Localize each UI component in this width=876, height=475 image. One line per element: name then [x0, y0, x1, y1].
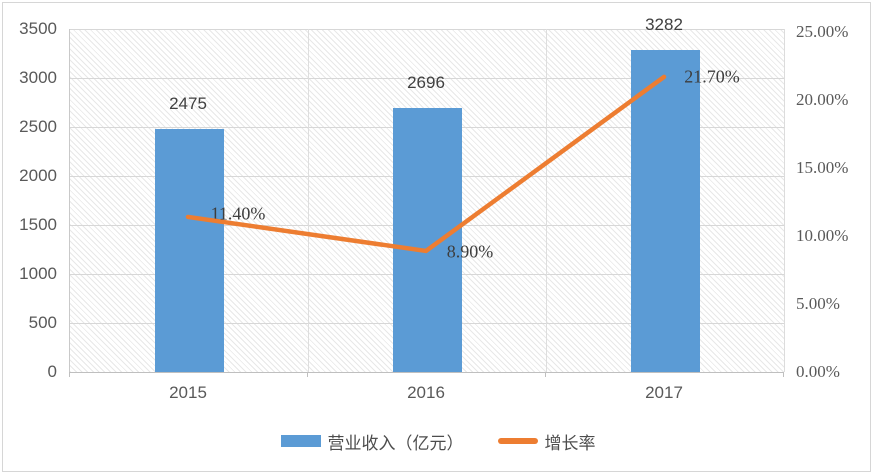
x-axis-tick — [307, 373, 308, 377]
category-label: 2015 — [169, 383, 207, 402]
left-axis-tick-label: 2500 — [19, 117, 57, 136]
gridline-v — [546, 29, 547, 372]
legend-item-revenue: 营业收入（亿元） — [280, 429, 464, 454]
legend-label-revenue: 营业收入（亿元） — [327, 433, 464, 453]
x-axis-tick — [69, 373, 70, 377]
bar-data-label: 2475 — [169, 94, 207, 114]
line-data-label: 11.40% — [210, 203, 266, 224]
line-swatch-icon — [497, 438, 538, 444]
line-data-label: 8.90% — [446, 241, 494, 262]
line-data-label: 21.70% — [684, 66, 740, 87]
legend: 营业收入（亿元） 增长率 — [0, 428, 876, 454]
x-axis-tick — [783, 373, 784, 377]
revenue-bar — [392, 107, 462, 372]
left-axis-tick-label: 1000 — [19, 264, 57, 283]
left-axis-tick-label: 0 — [47, 362, 57, 381]
category-label: 2017 — [645, 383, 683, 402]
left-axis-tick-label: 1500 — [19, 215, 57, 234]
right-axis-tick-label: 5.00% — [796, 294, 840, 313]
revenue-bar — [154, 129, 224, 372]
legend-item-growth-rate: 增长率 — [497, 429, 596, 454]
x-axis-line — [69, 372, 784, 373]
x-axis-tick — [545, 373, 546, 377]
category-label: 2016 — [407, 383, 445, 402]
left-axis-tick-label: 2000 — [19, 166, 57, 185]
bar-data-label: 2696 — [407, 72, 445, 92]
gridline-h — [70, 29, 784, 30]
bar-swatch-icon — [280, 435, 321, 447]
left-axis-tick-label: 3000 — [19, 68, 57, 87]
gridline-v — [308, 29, 309, 372]
right-axis-tick-label: 15.00% — [796, 158, 849, 177]
bar-data-label: 3282 — [645, 15, 683, 35]
left-axis-tick-label: 3500 — [19, 19, 57, 38]
left-axis-tick-label: 500 — [28, 313, 57, 332]
revenue-bar — [630, 50, 700, 372]
right-axis-tick-label: 0.00% — [796, 362, 840, 381]
right-axis-tick-label: 20.00% — [796, 90, 849, 109]
legend-label-growth-rate: 增长率 — [544, 433, 596, 453]
right-axis-tick-label: 10.00% — [796, 226, 849, 245]
right-axis-tick-label: 25.00% — [796, 22, 849, 41]
